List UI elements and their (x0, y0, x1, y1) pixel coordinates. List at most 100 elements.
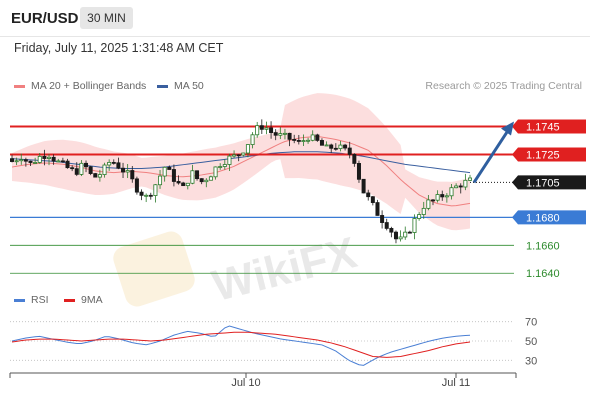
candle-body (329, 144, 334, 149)
candle-body (14, 160, 19, 163)
candle-body (255, 125, 260, 136)
candle-body (121, 167, 126, 173)
rsi-chart[interactable]: 70 50 30 (10, 317, 537, 368)
candle-body (356, 163, 361, 180)
level-text-1.1660: 1.1660 (526, 240, 560, 252)
candle-body (134, 178, 139, 193)
candle-body (259, 125, 264, 130)
legend-ma50: MA 50 (157, 80, 204, 92)
candle-body (398, 236, 403, 240)
candle-body (162, 166, 167, 177)
legend-ma50-swatch (157, 84, 168, 88)
timestamp: Friday, July 11, 2025 1:31:48 AM CET (14, 41, 224, 55)
level-text-1.1745: 1.1745 (526, 122, 560, 134)
copyright-text: Research © 2025 Trading Central (425, 80, 582, 92)
candle-body (389, 228, 394, 233)
rsi-9ma-line (11, 331, 471, 358)
watermark: WikiFX (113, 228, 361, 311)
candle-body (361, 178, 366, 194)
level-tag-1.1725 (512, 147, 586, 162)
candle-body (435, 194, 440, 201)
candle-body (407, 231, 412, 234)
candle-body (97, 174, 102, 178)
candle-body (370, 196, 375, 203)
candle-body (56, 160, 61, 163)
level-text-1.1680: 1.1680 (526, 212, 560, 224)
candle-body (315, 134, 320, 141)
candle-body (158, 175, 163, 186)
candle-body (347, 147, 352, 155)
candle-body (269, 127, 274, 134)
candle-body (102, 164, 107, 175)
candle-body (264, 127, 269, 130)
legend-rsi: RSI (14, 294, 49, 306)
candle-body (282, 132, 287, 135)
candle-body (384, 222, 389, 229)
candle-body (139, 191, 144, 196)
candle-body (190, 170, 195, 184)
candle-body (208, 176, 213, 181)
candle-body (417, 214, 422, 219)
legend-9ma-label: 9MA (81, 294, 103, 306)
candle-body (454, 185, 459, 189)
candle-body (47, 156, 52, 159)
watermark-logo-icon (113, 231, 195, 307)
level-label-1.1725[interactable]: 1.1725 (512, 147, 586, 162)
header-bar: EUR/USD 30 MIN (0, 0, 590, 37)
candle-body (319, 140, 324, 146)
candle-body (42, 155, 47, 159)
candle-body (130, 170, 135, 180)
candle-body (375, 202, 380, 216)
candle-body (93, 173, 98, 178)
candle-body (403, 231, 408, 238)
candle-body (70, 167, 75, 170)
candle-body (440, 194, 445, 198)
candle-body (343, 144, 348, 149)
legend-ma20-label: MA 20 + Bollinger Bands (31, 80, 147, 92)
price-chart[interactable]: 1.1745 1.1725 1.1705 1.1680 1.1660 1.1640 (9, 93, 586, 280)
ma20-line (11, 135, 471, 207)
candle-body (412, 218, 417, 233)
level-label-1.1640[interactable]: 1.1640 (526, 268, 560, 280)
candle-body (116, 162, 121, 169)
candle-body (273, 132, 278, 136)
rsi-line (11, 325, 471, 366)
candle-body (28, 160, 33, 163)
rsi-tick-70: 70 (525, 317, 537, 329)
level-label-1.1680[interactable]: 1.1680 (512, 210, 586, 225)
candle-body (65, 160, 70, 169)
candle-body (393, 231, 398, 240)
candle-body (301, 140, 306, 143)
candle-body (380, 215, 385, 223)
candle-body (444, 195, 449, 198)
candle-body (181, 182, 186, 187)
timeframe-button[interactable]: 30 MIN (80, 7, 133, 29)
candle-body (23, 159, 28, 162)
level-text-1.1725: 1.1725 (526, 149, 560, 161)
legend-9ma: 9MA (64, 294, 103, 306)
candle-body (218, 166, 223, 168)
candle-body (9, 158, 14, 162)
candle-body (467, 177, 472, 181)
legend-ma20: MA 20 + Bollinger Bands (14, 80, 146, 92)
time-label-Jul 10: Jul 10 (231, 377, 260, 389)
rsi-tick-30: 30 (525, 355, 537, 367)
level-label-1.1745[interactable]: 1.1745 (512, 119, 586, 134)
level-tag-1.1745 (512, 119, 586, 134)
level-label-1.1660[interactable]: 1.1660 (526, 240, 560, 252)
candle-body (171, 169, 176, 182)
candle-body (366, 192, 371, 198)
candle-body (74, 168, 79, 175)
candle-body (306, 139, 311, 142)
forecast-arrow-head-icon (501, 121, 514, 136)
candle-body (458, 185, 463, 188)
candle-body (88, 166, 93, 174)
candle-body (195, 170, 200, 180)
level-label-1.1705[interactable]: 1.1705 (512, 175, 586, 190)
candle-body (111, 161, 116, 164)
level-tag-1.1680 (512, 210, 586, 225)
candle-body (236, 154, 241, 157)
candle-body (213, 166, 218, 178)
candle-body (292, 138, 297, 141)
